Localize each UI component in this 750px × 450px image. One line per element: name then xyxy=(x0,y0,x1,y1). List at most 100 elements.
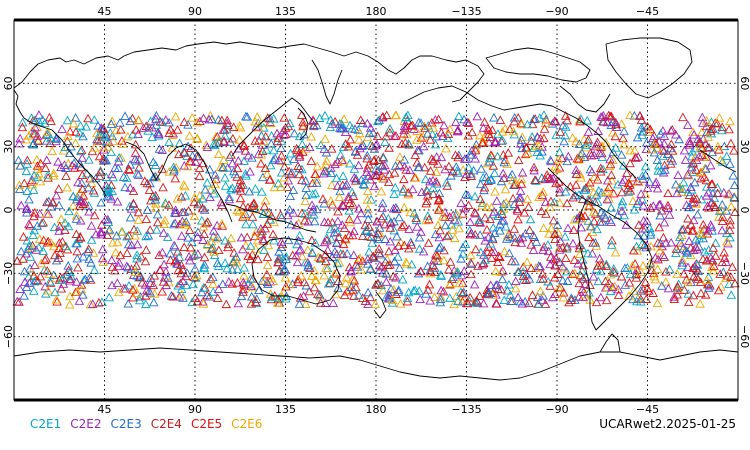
occultation-point xyxy=(578,292,588,301)
occultation-point xyxy=(297,251,308,261)
occultation-point xyxy=(263,240,274,250)
occultation-point xyxy=(50,287,60,297)
occultation-point xyxy=(212,232,223,242)
occultation-point xyxy=(247,282,258,292)
occultation-point xyxy=(478,172,488,182)
occultation-point xyxy=(482,247,493,256)
occultation-point xyxy=(417,187,427,196)
occultation-point xyxy=(198,158,208,168)
occultation-point xyxy=(539,124,550,133)
occultation-point xyxy=(42,129,53,139)
occultation-point xyxy=(100,214,111,224)
occultation-point xyxy=(96,123,106,132)
occultation-point xyxy=(76,280,87,289)
occultation-point xyxy=(652,264,663,273)
occultation-point xyxy=(431,176,442,186)
occultation-point xyxy=(463,162,474,172)
occultation-point xyxy=(686,182,696,192)
occultation-point xyxy=(273,257,283,267)
occultation-point xyxy=(581,142,591,152)
occultation-point xyxy=(412,222,422,231)
top-lon-label: 135 xyxy=(275,5,296,18)
occultation-point xyxy=(168,162,179,171)
occultation-point xyxy=(293,161,303,170)
occultation-point xyxy=(700,290,711,299)
occultation-point xyxy=(523,148,533,158)
occultation-point xyxy=(283,235,294,245)
occultation-point xyxy=(299,277,310,287)
coastline-new-zealand xyxy=(373,291,387,319)
occultation-point xyxy=(116,227,127,236)
occultation-point xyxy=(659,217,670,227)
occultation-point xyxy=(169,240,179,250)
occultation-point xyxy=(509,232,520,242)
occultation-point xyxy=(546,156,556,166)
occultation-point xyxy=(234,207,244,216)
occultation-point xyxy=(687,146,698,156)
occultation-point xyxy=(724,188,734,198)
occultation-point xyxy=(391,131,401,140)
occultation-point xyxy=(217,115,227,125)
occultation-point xyxy=(540,174,550,184)
occultation-point xyxy=(542,170,552,179)
occultation-point xyxy=(222,115,232,125)
occultation-point xyxy=(402,129,412,139)
occultation-point xyxy=(525,214,536,224)
occultation-point xyxy=(688,271,699,281)
occultation-point xyxy=(372,170,382,180)
occultation-point xyxy=(709,261,719,270)
occultation-point xyxy=(422,261,433,271)
occultation-point xyxy=(29,225,39,235)
occultation-point xyxy=(300,299,311,309)
occultation-point xyxy=(690,234,701,244)
occultation-point xyxy=(302,245,313,254)
occultation-point xyxy=(536,206,547,215)
occultation-point xyxy=(161,266,171,276)
occultation-point xyxy=(239,262,249,272)
occultation-point xyxy=(388,271,399,281)
occultation-point xyxy=(37,115,48,124)
occultation-point xyxy=(65,126,75,136)
occultation-point xyxy=(583,248,593,258)
occultation-point xyxy=(331,173,342,183)
occultation-point xyxy=(326,144,337,153)
occultation-point xyxy=(442,231,452,241)
occultation-point xyxy=(551,178,561,188)
occultation-point xyxy=(96,220,107,229)
occultation-point xyxy=(617,177,628,187)
occultation-point xyxy=(332,157,343,166)
occultation-point xyxy=(404,243,414,253)
occultation-point xyxy=(67,160,77,170)
occultation-point xyxy=(89,115,100,124)
occultation-point xyxy=(115,118,125,127)
occultation-point xyxy=(21,134,32,144)
occultation-point xyxy=(480,254,491,264)
occultation-point xyxy=(97,253,108,263)
occultation-point xyxy=(397,274,408,284)
occultation-point xyxy=(411,213,421,222)
occultation-point xyxy=(123,298,133,308)
occultation-point xyxy=(312,204,322,214)
occultation-point xyxy=(466,169,476,178)
occultation-point xyxy=(131,156,142,165)
occultation-point xyxy=(606,170,617,179)
occultation-point xyxy=(354,135,364,144)
occultation-point xyxy=(602,282,612,292)
occultation-point xyxy=(596,292,606,302)
occultation-point xyxy=(279,113,289,122)
occultation-point xyxy=(70,138,81,147)
occultation-point xyxy=(683,120,693,129)
occultation-point xyxy=(64,148,75,158)
occultation-point xyxy=(717,216,728,226)
occultation-point xyxy=(664,264,675,274)
occultation-point xyxy=(42,197,52,207)
occultation-point xyxy=(684,202,694,212)
occultation-point xyxy=(208,242,218,252)
occultation-point xyxy=(501,234,512,243)
occultation-point xyxy=(485,280,496,290)
occultation-point xyxy=(699,224,709,234)
occultation-point xyxy=(388,203,399,213)
occultation-point xyxy=(273,133,284,142)
occultation-point xyxy=(545,174,555,183)
occultation-point xyxy=(321,233,332,242)
